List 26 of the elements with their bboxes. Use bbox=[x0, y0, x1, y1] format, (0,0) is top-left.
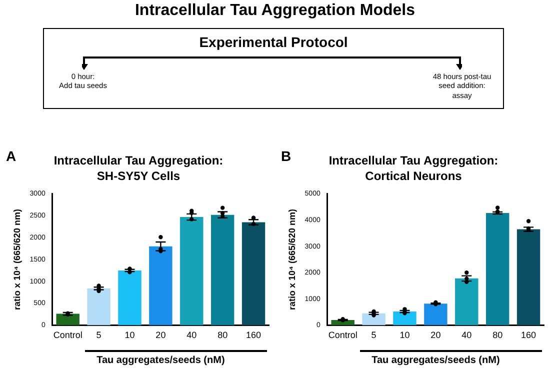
x-tick-label: 5 bbox=[96, 330, 102, 340]
chart-title: Intracellular Tau Aggregation: bbox=[328, 154, 498, 168]
x-tick-label: 20 bbox=[156, 330, 166, 340]
text: Intracellular Tau Aggregation Models bbox=[134, 2, 416, 20]
x-axis-title: Tau aggregates/seeds (nM) bbox=[372, 354, 500, 366]
chart-title: Intracellular Tau Aggregation: bbox=[54, 154, 224, 168]
x-tick-label: 10 bbox=[400, 330, 410, 340]
y-axis-title: ratio x 10⁴ (665/620 nm) bbox=[286, 209, 297, 310]
text: Experimental Protocol bbox=[198, 34, 349, 50]
text: B bbox=[281, 148, 292, 164]
x-tick-label: 40 bbox=[186, 330, 197, 340]
x-tick-label: 160 bbox=[521, 330, 536, 340]
text: A bbox=[6, 148, 16, 164]
x-tick-label: Control bbox=[328, 330, 358, 340]
x-tick-label: 80 bbox=[218, 330, 228, 340]
x-tick-label: 20 bbox=[430, 330, 441, 340]
y-axis-title: ratio x 10⁴ (665/620 nm) bbox=[12, 209, 22, 310]
chart-subtitle: SH-SY5Y Cells bbox=[96, 168, 180, 183]
x-axis-title: Tau aggregates/seeds (nM) bbox=[96, 354, 225, 366]
chart-subtitle: Cortical Neurons bbox=[365, 168, 462, 183]
x-tick-label: 40 bbox=[462, 330, 472, 340]
x-tick-label: Control bbox=[53, 330, 82, 340]
x-tick-label: 80 bbox=[492, 330, 503, 340]
x-tick-label: 160 bbox=[246, 330, 262, 340]
x-tick-label: 5 bbox=[371, 330, 376, 340]
x-tick-label: 10 bbox=[124, 330, 135, 340]
